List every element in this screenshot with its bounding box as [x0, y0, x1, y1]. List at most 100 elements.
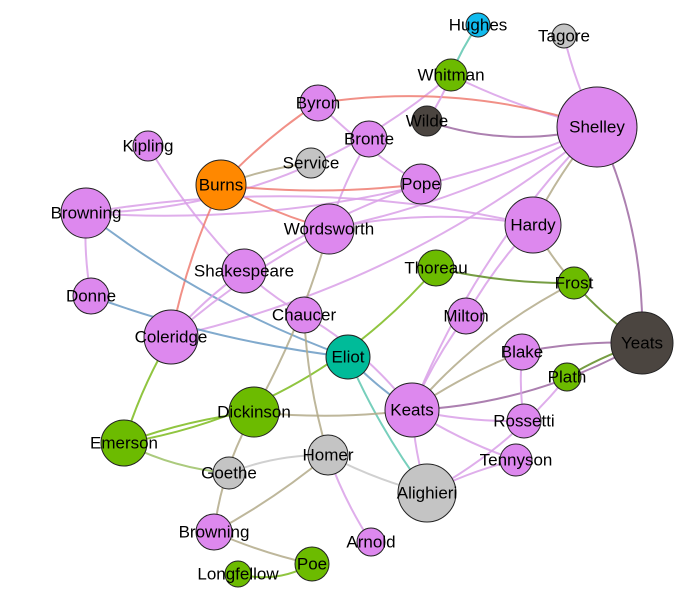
- node-burns[interactable]: Burns: [195, 159, 247, 211]
- node-circle-hughes[interactable]: [465, 12, 491, 38]
- node-circle-donne[interactable]: [72, 277, 110, 315]
- node-kipling[interactable]: Kipling: [122, 130, 174, 162]
- node-plath[interactable]: Plath: [548, 362, 587, 392]
- node-circle-coleridge[interactable]: [143, 309, 199, 365]
- node-pope[interactable]: Pope: [400, 163, 442, 205]
- node-wilde[interactable]: Wilde: [406, 105, 449, 137]
- node-circle-plath[interactable]: [552, 362, 582, 392]
- node-tennyson[interactable]: Tennyson: [480, 443, 553, 477]
- node-circle-wordsworth[interactable]: [303, 203, 355, 255]
- node-coleridge[interactable]: Coleridge: [135, 309, 208, 365]
- node-hughes[interactable]: Hughes: [449, 12, 508, 38]
- node-longfellow[interactable]: Longfellow: [197, 560, 279, 588]
- node-label-homer: Homer: [302, 446, 353, 465]
- edge-browning1-hardy: [85, 195, 534, 226]
- node-label-frost: Frost: [555, 274, 594, 293]
- node-tagore[interactable]: Tagore: [538, 23, 590, 49]
- node-circle-bronte[interactable]: [350, 120, 388, 158]
- node-circle-alighieri[interactable]: [397, 463, 457, 523]
- node-alighieri[interactable]: Alighieri: [397, 463, 457, 523]
- edge-shelley-browning1: [85, 126, 598, 217]
- node-milton[interactable]: Milton: [443, 297, 489, 335]
- node-label-hughes: Hughes: [449, 16, 508, 35]
- node-circle-browning2[interactable]: [195, 513, 233, 551]
- node-circle-pope[interactable]: [400, 163, 442, 205]
- node-circle-blake[interactable]: [503, 333, 541, 371]
- node-browning2[interactable]: Browning: [179, 513, 250, 551]
- node-circle-whitman[interactable]: [434, 58, 468, 92]
- node-circle-longfellow[interactable]: [224, 560, 252, 588]
- node-label-wilde: Wilde: [406, 112, 449, 131]
- node-arnold[interactable]: Arnold: [346, 527, 396, 557]
- node-yeats[interactable]: Yeats: [610, 311, 674, 375]
- node-circle-dickinson[interactable]: [228, 386, 280, 438]
- node-circle-keats[interactable]: [384, 382, 440, 438]
- node-circle-burns[interactable]: [195, 159, 247, 211]
- node-label-longfellow: Longfellow: [197, 565, 279, 584]
- node-circle-browning1[interactable]: [60, 187, 112, 239]
- node-circle-tennyson[interactable]: [499, 443, 533, 477]
- node-label-hardy: Hardy: [510, 216, 556, 235]
- node-homer[interactable]: Homer: [302, 434, 354, 476]
- node-wordsworth[interactable]: Wordsworth: [284, 203, 374, 255]
- node-label-tennyson: Tennyson: [480, 451, 553, 470]
- node-rossetti[interactable]: Rossetti: [493, 403, 555, 439]
- node-circle-tagore[interactable]: [551, 23, 577, 49]
- node-circle-chaucer[interactable]: [285, 296, 323, 334]
- node-label-browning1: Browning: [51, 204, 122, 223]
- node-eliot[interactable]: Eliot: [325, 334, 371, 380]
- edges-layer: [84, 24, 644, 579]
- node-circle-goethe[interactable]: [212, 456, 246, 490]
- node-dickinson[interactable]: Dickinson: [217, 386, 291, 438]
- node-frost[interactable]: Frost: [555, 266, 594, 300]
- node-label-eliot: Eliot: [331, 348, 364, 367]
- edge-shelley-keats: [411, 126, 598, 411]
- node-emerson[interactable]: Emerson: [90, 419, 158, 467]
- node-keats[interactable]: Keats: [384, 382, 440, 438]
- node-circle-homer[interactable]: [307, 434, 349, 476]
- node-circle-emerson[interactable]: [100, 419, 148, 467]
- edge-byron-shelley: [317, 95, 598, 128]
- node-circle-byron[interactable]: [299, 84, 337, 122]
- edge-chaucer-homer: [303, 314, 329, 456]
- node-service[interactable]: Service: [283, 147, 340, 179]
- node-label-goethe: Goethe: [201, 464, 257, 483]
- node-circle-shelley[interactable]: [556, 86, 638, 168]
- node-circle-yeats[interactable]: [610, 311, 674, 375]
- node-label-burns: Burns: [199, 176, 243, 195]
- node-circle-service[interactable]: [295, 147, 327, 179]
- node-circle-hardy[interactable]: [504, 196, 562, 254]
- node-label-blake: Blake: [501, 343, 544, 362]
- node-label-browning2: Browning: [179, 523, 250, 542]
- node-byron[interactable]: Byron: [296, 84, 340, 122]
- node-circle-poe[interactable]: [294, 546, 330, 582]
- node-browning1[interactable]: Browning: [51, 187, 122, 239]
- node-label-yeats: Yeats: [621, 334, 663, 353]
- node-blake[interactable]: Blake: [501, 333, 544, 371]
- node-thoreau[interactable]: Thoreau: [404, 249, 468, 287]
- node-goethe[interactable]: Goethe: [201, 456, 257, 490]
- node-circle-eliot[interactable]: [325, 334, 371, 380]
- node-label-pope: Pope: [401, 175, 441, 194]
- node-circle-shakespeare[interactable]: [221, 248, 267, 294]
- node-chaucer[interactable]: Chaucer: [272, 296, 337, 334]
- node-poe[interactable]: Poe: [294, 546, 330, 582]
- node-circle-arnold[interactable]: [356, 527, 386, 557]
- node-label-arnold: Arnold: [346, 533, 395, 552]
- node-hardy[interactable]: Hardy: [504, 196, 562, 254]
- node-circle-rossetti[interactable]: [506, 403, 542, 439]
- node-circle-kipling[interactable]: [132, 130, 164, 162]
- node-whitman[interactable]: Whitman: [417, 58, 485, 92]
- node-circle-thoreau[interactable]: [417, 249, 455, 287]
- node-label-donne: Donne: [66, 287, 116, 306]
- node-bronte[interactable]: Bronte: [344, 120, 394, 158]
- node-label-poe: Poe: [297, 555, 327, 574]
- node-label-plath: Plath: [548, 368, 587, 387]
- node-shelley[interactable]: Shelley: [556, 86, 638, 168]
- node-circle-wilde[interactable]: [411, 105, 443, 137]
- node-donne[interactable]: Donne: [66, 277, 116, 315]
- node-circle-milton[interactable]: [447, 297, 485, 335]
- node-circle-frost[interactable]: [557, 266, 591, 300]
- node-shakespeare[interactable]: Shakespeare: [194, 248, 294, 294]
